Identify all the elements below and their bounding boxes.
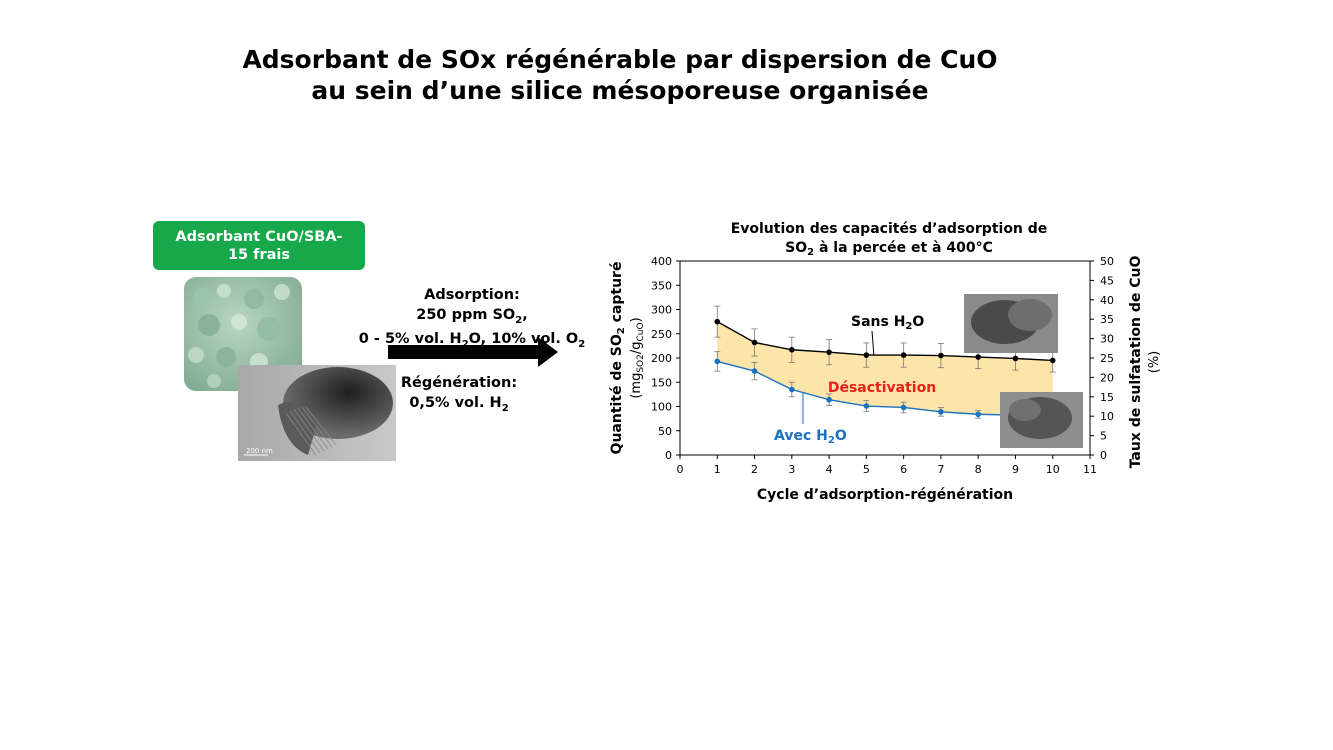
x-tick-label: 4 <box>826 463 833 476</box>
y-axis-label-line1: Quantité de SO2 capturé <box>609 262 627 455</box>
adsorption-conditions: Adsorption: 250 ppm SO2, 0 - 5% vol. H2O… <box>342 286 602 354</box>
x-tick-label: 1 <box>714 463 721 476</box>
data-point-avec-h2o <box>789 386 795 393</box>
data-point-sans-h2o <box>938 352 944 359</box>
chart-title-line2: SO2 à la percée et à 400°C <box>785 240 993 258</box>
data-point-sans-h2o <box>789 346 795 353</box>
deactivation-area <box>717 321 1053 418</box>
slide-title-line1: Adsorbant de SOx régénérable par dispers… <box>242 45 998 74</box>
deactivation-annotation: Désactivation <box>828 380 936 396</box>
y2-tick-label: 0 <box>1100 449 1107 462</box>
y2-tick-label: 35 <box>1100 313 1114 326</box>
x-tick-label: 10 <box>1046 463 1060 476</box>
data-point-avec-h2o <box>863 403 870 409</box>
data-point-sans-h2o <box>751 339 758 346</box>
fresh-adsorbent-badge: Adsorbant CuO/SBA- 15 frais <box>153 221 365 270</box>
y-tick-label: 400 <box>651 255 672 268</box>
data-point-sans-h2o <box>714 318 721 325</box>
tem-image: 200 nm <box>238 365 396 461</box>
slide-title-line2: au sein d’une silice mésoporeuse organis… <box>311 76 929 105</box>
x-axis-label: Cycle d’adsorption-régénération <box>757 487 1013 503</box>
adsorption-concentration: 250 ppm SO2, <box>416 306 528 326</box>
data-point-avec-h2o <box>900 404 907 411</box>
data-point-sans-h2o <box>1049 357 1056 364</box>
tem-inset-sans-h2o <box>964 294 1058 353</box>
x-tick-label: 5 <box>863 463 870 476</box>
y-tick-label: 300 <box>651 304 672 317</box>
data-point-sans-h2o <box>1012 355 1019 362</box>
y-tick-label: 0 <box>665 449 672 462</box>
y2-tick-label: 5 <box>1100 430 1107 443</box>
y2-tick-label: 45 <box>1100 274 1114 287</box>
y-tick-label: 50 <box>658 425 672 438</box>
x-tick-label: 7 <box>937 463 944 476</box>
series-line-sans-h2o <box>716 321 1053 362</box>
x-tick-label: 9 <box>1012 463 1019 476</box>
tem-scale-label: 200 nm <box>246 447 273 455</box>
powder-photo <box>184 277 302 391</box>
data-point-avec-h2o <box>975 411 981 418</box>
chart-title-line1: Evolution des capacités d’adsorption de <box>731 221 1048 237</box>
label-leader-sans-h2o <box>871 330 875 355</box>
y-tick-label: 150 <box>651 376 672 389</box>
series-label-avec-h2o: Avec H2O <box>774 428 847 446</box>
y2-tick-label: 20 <box>1100 371 1114 384</box>
adsorption-gas: 0 - 5% vol. H2O, 10% vol. O2 <box>358 330 586 350</box>
x-tick-label: 0 <box>677 463 684 476</box>
data-point-sans-h2o <box>863 352 870 358</box>
y2-tick-label: 10 <box>1100 410 1114 423</box>
data-point-sans-h2o <box>975 354 981 360</box>
y2-axis-label-line1: Taux de sulfatation de CuO <box>1128 256 1144 469</box>
y-tick-label: 200 <box>651 352 672 365</box>
x-tick-label: 2 <box>751 463 758 476</box>
series-label-sans-h2o: Sans H2O <box>851 314 924 332</box>
x-tick-label: 11 <box>1083 463 1097 476</box>
x-tick-label: 6 <box>900 463 907 476</box>
process-arrow-icon <box>388 337 558 367</box>
x-tick-label: 3 <box>788 463 795 476</box>
regeneration-label: Régénération: <box>400 375 518 391</box>
data-point-avec-h2o <box>751 368 758 374</box>
x-tick-label: 8 <box>975 463 982 476</box>
data-point-sans-h2o <box>826 349 832 355</box>
data-point-avec-h2o <box>826 396 832 403</box>
y2-axis-label-line2: (%) <box>1147 351 1162 374</box>
regeneration-gas: 0,5% vol. H2 <box>409 394 509 414</box>
adsorption-label: Adsorption: <box>424 287 520 303</box>
y-tick-label: 350 <box>651 279 672 292</box>
data-point-avec-h2o <box>714 358 721 365</box>
y-tick-label: 250 <box>651 328 672 341</box>
data-point-avec-h2o <box>938 409 944 415</box>
y-tick-label: 100 <box>651 401 672 414</box>
y2-tick-label: 50 <box>1100 255 1114 268</box>
badge-line1: Adsorbant CuO/SBA- <box>175 228 343 245</box>
y2-tick-label: 15 <box>1100 391 1114 404</box>
slide-title: Adsorbant de SOx régénérable par dispers… <box>0 44 1240 106</box>
y2-tick-label: 25 <box>1100 352 1114 365</box>
y-axis-label-line2: (mgSO2/gCuO) <box>629 317 646 398</box>
tem-inset-avec-h2o <box>1000 392 1083 448</box>
y2-tick-label: 30 <box>1100 333 1114 346</box>
y2-tick-label: 40 <box>1100 294 1114 307</box>
badge-line2: 15 frais <box>227 246 291 263</box>
data-point-sans-h2o <box>900 352 907 358</box>
regeneration-conditions: Régénération: 0,5% vol. H2 <box>329 374 589 418</box>
